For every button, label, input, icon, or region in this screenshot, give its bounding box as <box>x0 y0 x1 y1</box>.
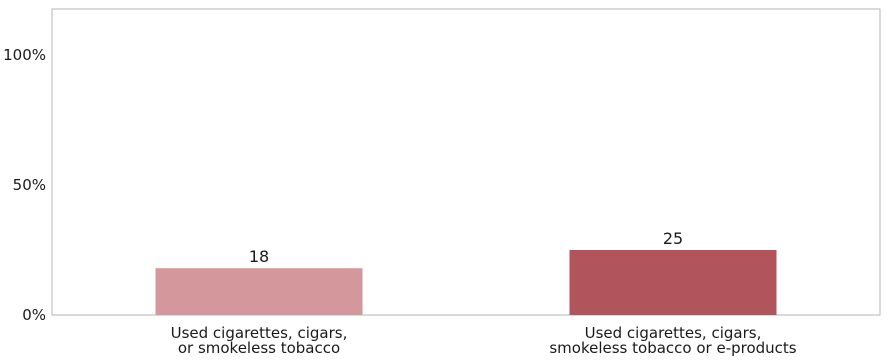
y-tick-label: 100% <box>3 46 46 64</box>
y-tick-label: 0% <box>22 306 46 324</box>
y-axis-ticks: 0% 50% 100% <box>3 46 46 324</box>
plot-frame <box>51 8 881 316</box>
x-category-label-line: Used cigarettes, cigars, <box>585 324 762 342</box>
x-category-label: Used cigarettes, cigars, smokeless tobacc… <box>549 324 796 357</box>
bar <box>155 268 363 315</box>
x-category-label-line: Used cigarettes, cigars, <box>171 324 348 342</box>
x-category-label: Used cigarettes, cigars, or smokeless tob… <box>171 324 348 357</box>
x-axis-labels: Used cigarettes, cigars, or smokeless tob… <box>171 324 797 357</box>
bar <box>569 250 777 315</box>
y-tick-label: 50% <box>13 176 46 194</box>
x-category-label-line: or smokeless tobacco <box>178 339 340 357</box>
data-label: 18 <box>249 247 269 266</box>
x-category-label-line: smokeless tobacco or e-products <box>549 339 796 357</box>
data-label: 25 <box>663 229 683 248</box>
